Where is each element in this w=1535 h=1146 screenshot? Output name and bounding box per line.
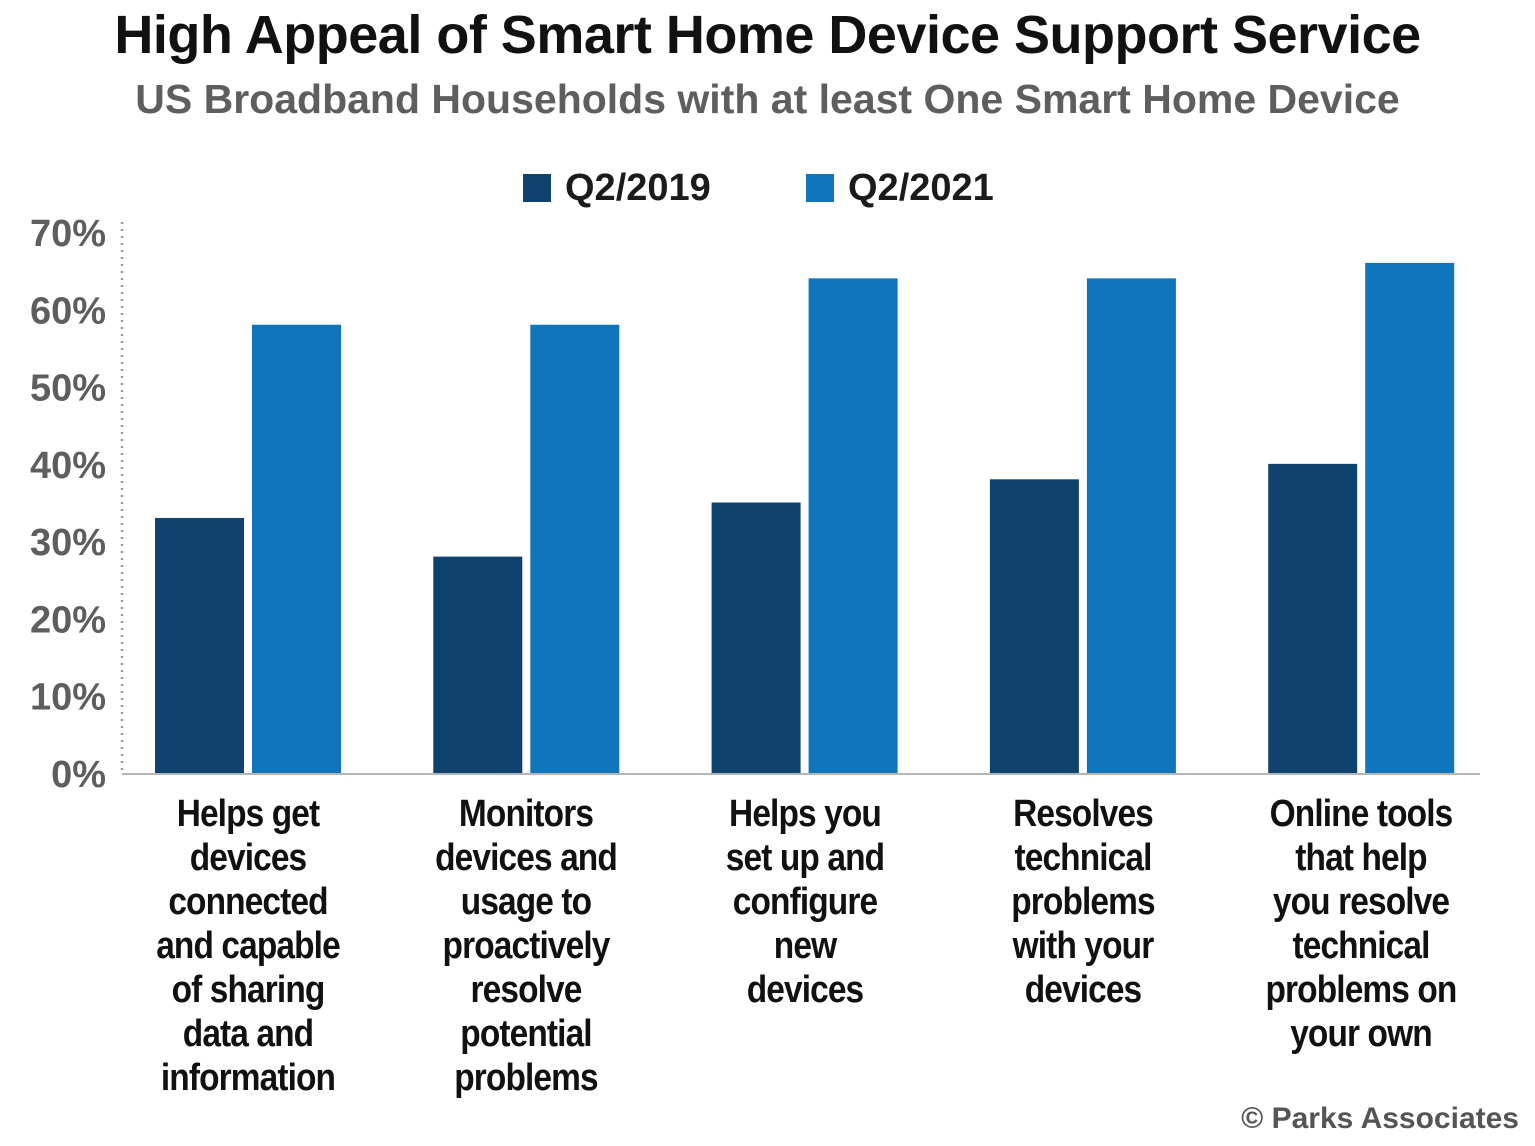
x-category-label: Online tools that help you resolve technica… bbox=[1238, 792, 1484, 1056]
y-tick-label: 40% bbox=[30, 445, 106, 487]
legend-item-q2-2021: Q2/2021 bbox=[806, 166, 994, 210]
y-tick-label: 20% bbox=[30, 599, 106, 641]
x-category-label-line: set up and bbox=[725, 837, 884, 879]
x-category-label-line: proactively bbox=[442, 925, 611, 967]
bar-q2-2021-5 bbox=[1365, 262, 1455, 773]
x-category-label-line: and capable bbox=[156, 925, 340, 967]
x-category-label-line: your own bbox=[1290, 1013, 1432, 1055]
x-category-label-line: problems bbox=[1011, 881, 1155, 923]
bar-q2-2021-1 bbox=[252, 324, 341, 773]
x-category-label-line: configure bbox=[732, 881, 877, 923]
bar-q2-2019-5 bbox=[1268, 463, 1358, 773]
x-category-label-line: devices and bbox=[435, 837, 618, 879]
x-category-label-line: data and bbox=[182, 1013, 314, 1055]
bar-q2-2021-4 bbox=[1086, 278, 1176, 773]
legend-label-q2-2021: Q2/2021 bbox=[848, 166, 994, 209]
legend-label-q2-2019: Q2/2019 bbox=[565, 166, 711, 209]
x-category-label-line: Monitors bbox=[459, 793, 594, 835]
legend-swatch-q2-2019 bbox=[523, 174, 551, 202]
x-category-label: Monitors devices and usage to proactively re… bbox=[403, 792, 649, 1100]
x-category-label-line: technical bbox=[1014, 837, 1152, 879]
x-category-label-line: with your bbox=[1012, 925, 1155, 967]
x-category-label-line: problems bbox=[454, 1057, 599, 1099]
y-tick-label: 60% bbox=[30, 290, 106, 332]
x-category-label-line: information bbox=[160, 1057, 336, 1099]
y-tick-label: 10% bbox=[30, 677, 106, 719]
bar-q2-2021-2 bbox=[530, 324, 620, 773]
x-category-label-line: of sharing bbox=[171, 969, 326, 1011]
y-tick-label: 0% bbox=[51, 754, 106, 796]
x-category-label-line: devices bbox=[746, 969, 863, 1011]
x-category-label-line: potential bbox=[460, 1013, 593, 1055]
x-category-label: Helps get devices connected and capable of s… bbox=[125, 792, 371, 1100]
x-category-label-line: resolve bbox=[470, 969, 583, 1011]
y-tick-label: 70% bbox=[30, 213, 106, 255]
bar-q2-2019-1 bbox=[155, 517, 244, 773]
x-category-label-line: Helps get bbox=[176, 793, 320, 835]
x-category-label-line: Resolves bbox=[1012, 793, 1154, 835]
chart-title: High Appeal of Smart Home Device Support… bbox=[114, 5, 1421, 65]
x-category-label-line: problems on bbox=[1265, 969, 1458, 1011]
x-category-label-line: Online tools bbox=[1269, 793, 1454, 835]
bar-q2-2019-2 bbox=[433, 556, 523, 773]
copyright-text: © Parks Associates bbox=[1241, 1102, 1519, 1135]
legend-swatch-q2-2021 bbox=[806, 174, 834, 202]
x-category-label: Helps you set up and configure new devices bbox=[681, 792, 927, 1012]
y-tick-label: 50% bbox=[30, 368, 106, 410]
bar-q2-2021-3 bbox=[808, 278, 898, 773]
x-category-label-line: devices bbox=[1024, 969, 1142, 1011]
x-category-label: Resolves technical problems with your device… bbox=[960, 792, 1206, 1012]
x-category-label-line: technical bbox=[1292, 925, 1431, 967]
x-category-label-line: Helps you bbox=[728, 793, 882, 835]
bar-q2-2019-4 bbox=[989, 479, 1079, 773]
x-category-label-line: that help bbox=[1295, 837, 1427, 879]
x-category-label-line: you resolve bbox=[1273, 881, 1450, 923]
x-category-label-line: usage to bbox=[461, 881, 592, 923]
bar-q2-2019-3 bbox=[711, 502, 801, 773]
legend-item-q2-2019: Q2/2019 bbox=[523, 166, 711, 210]
x-category-label-line: devices bbox=[189, 837, 307, 879]
chart-subtitle: US Broadband Households with at least On… bbox=[135, 76, 1400, 122]
x-category-label-line: connected bbox=[168, 881, 328, 923]
y-tick-label: 30% bbox=[30, 522, 106, 564]
x-category-label-line: new bbox=[773, 925, 836, 967]
